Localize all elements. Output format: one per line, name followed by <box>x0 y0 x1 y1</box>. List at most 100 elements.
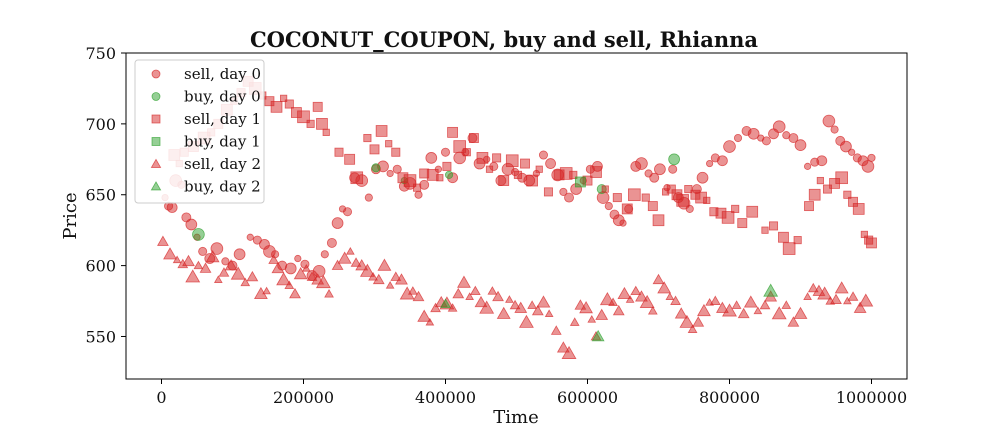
data-point <box>747 127 760 140</box>
data-point <box>462 148 471 157</box>
x-tick-label: 600000 <box>557 388 618 407</box>
data-point <box>407 286 418 295</box>
data-point <box>213 275 223 283</box>
data-point <box>417 309 432 322</box>
data-point <box>205 250 220 263</box>
data-point <box>233 248 246 261</box>
data-point <box>276 272 292 286</box>
data-point <box>685 204 694 213</box>
data-point <box>284 262 297 275</box>
data-point <box>737 307 750 319</box>
data-point <box>531 304 544 316</box>
data-point <box>778 231 789 243</box>
data-point <box>556 341 570 353</box>
data-point <box>306 271 318 281</box>
data-point <box>221 257 230 266</box>
data-point <box>385 140 393 148</box>
data-point <box>284 99 294 109</box>
data-point <box>641 193 650 202</box>
data-point <box>808 188 821 201</box>
data-point <box>331 217 344 229</box>
data-point <box>444 170 454 179</box>
legend-marker <box>151 92 161 101</box>
data-point <box>324 288 334 298</box>
data-point <box>440 147 450 157</box>
y-tick-label: 750 <box>85 44 116 63</box>
legend-item: buy, day 2 <box>150 178 261 196</box>
data-point <box>496 306 511 319</box>
data-point <box>453 140 466 153</box>
data-point <box>199 262 212 273</box>
data-point <box>569 170 578 179</box>
data-point <box>848 148 856 156</box>
data-point <box>403 174 417 187</box>
data-point <box>538 150 548 160</box>
data-point <box>172 255 182 264</box>
data-point <box>866 237 877 249</box>
data-point <box>315 275 331 289</box>
legend-marker <box>150 158 162 168</box>
legend-label: sell, day 2 <box>184 155 261 173</box>
data-point <box>835 171 848 185</box>
x-tick-label: 800000 <box>699 388 760 407</box>
data-point <box>312 101 323 112</box>
y-tick-label: 650 <box>85 186 116 205</box>
legend-marker <box>150 181 162 191</box>
data-point <box>608 297 618 307</box>
data-point <box>262 286 271 295</box>
data-point <box>210 242 224 255</box>
legend-item: buy, day 1 <box>151 133 261 151</box>
data-point <box>345 246 355 255</box>
data-point <box>647 201 658 212</box>
data-point <box>595 308 609 320</box>
data-point <box>771 306 787 320</box>
legend-label: sell, day 0 <box>184 65 261 83</box>
legend: sell, day 0 buy, day 0 sell, day 1 buy, day… <box>134 59 265 204</box>
x-axis-label: Time <box>493 407 538 428</box>
data-point <box>564 192 574 203</box>
data-point <box>668 164 678 174</box>
data-point <box>625 295 635 303</box>
y-axis-ticks: 550 600 650 700 750 <box>85 44 126 346</box>
data-point <box>193 260 204 270</box>
legend-label: buy, day 1 <box>184 133 261 151</box>
x-tick-label: 0 <box>156 388 166 407</box>
data-point <box>391 147 401 157</box>
data-point <box>763 283 779 297</box>
data-point <box>230 266 246 280</box>
data-point <box>326 237 337 248</box>
y-tick-label: 700 <box>85 115 116 134</box>
data-point <box>793 306 808 319</box>
data-point <box>198 246 208 256</box>
data-point <box>476 152 489 164</box>
data-point <box>635 290 648 302</box>
data-point <box>788 133 799 143</box>
data-point <box>709 295 721 305</box>
data-point <box>246 270 259 282</box>
legend-label: sell, day 1 <box>184 110 261 128</box>
data-point <box>782 242 796 255</box>
data-point <box>733 133 743 143</box>
data-point <box>543 187 553 197</box>
data-point <box>331 259 344 270</box>
data-point <box>666 184 676 194</box>
data-point <box>364 193 373 202</box>
data-point <box>781 300 792 309</box>
data-point <box>465 292 475 300</box>
data-point <box>359 263 375 277</box>
data-point <box>847 291 859 301</box>
data-point <box>807 282 819 293</box>
data-point <box>657 281 672 294</box>
data-point <box>337 251 352 264</box>
legend-item: buy, day 0 <box>151 88 261 106</box>
series-sell-day-2 <box>156 235 874 359</box>
legend-item: sell, day 2 <box>150 155 261 173</box>
legend-label: buy, day 0 <box>184 88 261 106</box>
data-point <box>368 271 378 281</box>
data-point <box>834 281 849 294</box>
data-point <box>746 205 759 218</box>
x-axis-ticks: 0 200000 400000 600000 800000 1000000 <box>156 379 907 407</box>
chart-title: COCONUT_COUPON, buy and sell, Rhianna <box>250 27 758 52</box>
data-point <box>717 155 728 167</box>
